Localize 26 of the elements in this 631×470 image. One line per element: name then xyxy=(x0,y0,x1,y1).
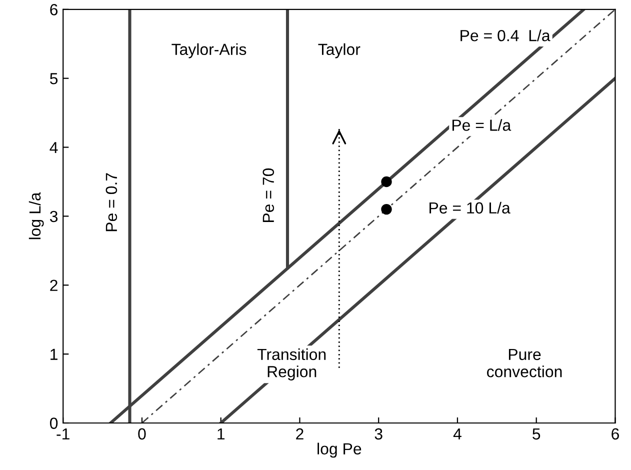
y-tick-label: 4 xyxy=(50,142,58,154)
x-tick-label: 4 xyxy=(453,428,462,440)
annotation: Taylor-Aris xyxy=(172,43,246,58)
annotation: Taylor xyxy=(318,43,360,58)
y-axis-title: log L/a xyxy=(28,192,44,240)
y-tick-label: 1 xyxy=(50,348,58,360)
text: Pe = 0.7 xyxy=(106,173,118,232)
x-tick-label: 0 xyxy=(138,428,146,440)
x-tick-label: 5 xyxy=(532,428,540,440)
x-axis-title: log Pe xyxy=(318,442,362,458)
x-tick-label: 6 xyxy=(612,428,619,440)
series-label: Pe = L/a xyxy=(452,119,512,131)
x-tick-label: 2 xyxy=(296,428,304,440)
y-tick-label: 6 xyxy=(50,4,58,16)
series-label: Pe = 0.4 L/a xyxy=(460,30,550,42)
y-tick-label: 0 xyxy=(50,418,58,429)
x-tick-label: 1 xyxy=(218,428,225,440)
series-label: Pe = 10 L/a xyxy=(430,202,510,214)
y-tick-label: 2 xyxy=(50,280,58,291)
text: Pe = 70 xyxy=(262,168,274,222)
annotation: Transition Region xyxy=(257,348,326,380)
x-tick-label: 3 xyxy=(374,428,382,440)
annotation: Pure convection xyxy=(487,348,562,378)
y-tick-label: 3 xyxy=(50,210,58,222)
y-tick-label: 5 xyxy=(50,73,58,84)
x-tick-label: -1 xyxy=(56,428,70,440)
